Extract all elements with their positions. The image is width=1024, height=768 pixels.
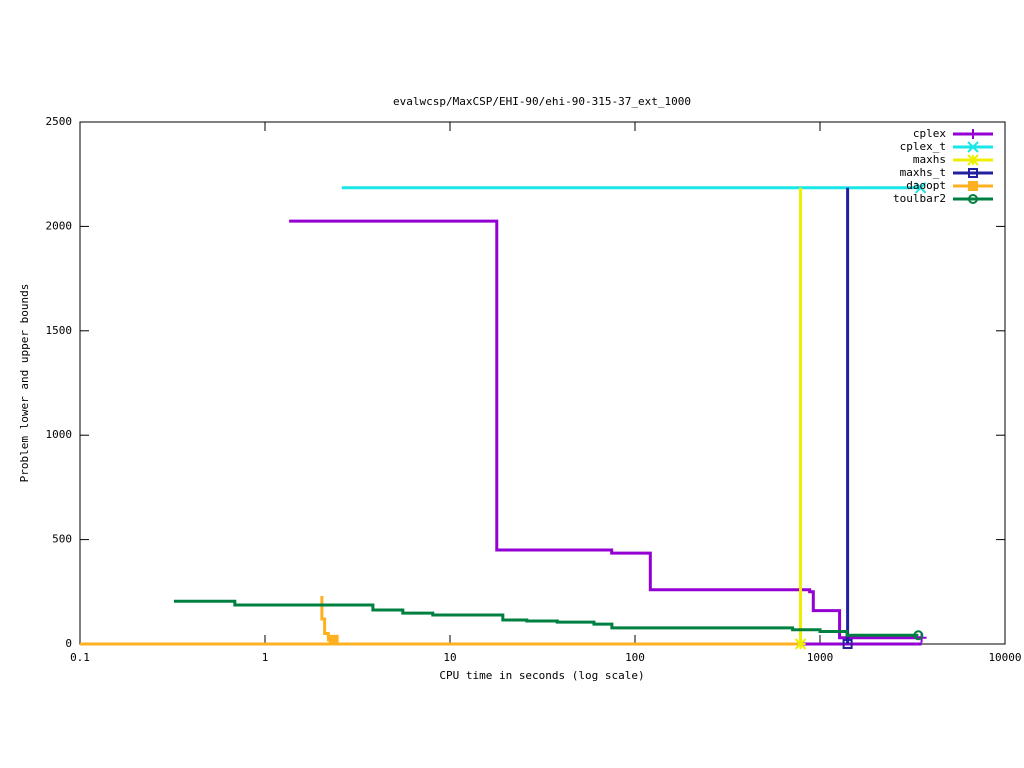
x-tick-label: 0.1 bbox=[70, 651, 90, 664]
series-marker bbox=[794, 638, 807, 650]
series-marker bbox=[842, 639, 853, 649]
y-tick-label: 2500 bbox=[46, 115, 73, 128]
legend-label: daoopt bbox=[906, 179, 946, 192]
legend-marker bbox=[967, 154, 979, 166]
legend-marker bbox=[968, 194, 978, 204]
legend-label: cplex bbox=[913, 127, 946, 140]
chart-title: evalwcsp/MaxCSP/EHI-90/ehi-90-315-37_ext… bbox=[393, 95, 691, 108]
legend-label: cplex_t bbox=[900, 140, 946, 153]
x-axis-label: CPU time in seconds (log scale) bbox=[439, 669, 644, 682]
series-line bbox=[173, 599, 919, 637]
x-tick-label: 100 bbox=[625, 651, 645, 664]
series-marker bbox=[328, 634, 339, 645]
x-tick-label: 10000 bbox=[988, 651, 1021, 664]
x-tick-label: 1 bbox=[262, 651, 269, 664]
x-tick-label: 1000 bbox=[807, 651, 834, 664]
y-tick-label: 1500 bbox=[46, 324, 73, 337]
series-line bbox=[320, 595, 334, 642]
legend-marker bbox=[967, 141, 979, 153]
y-tick-label: 2000 bbox=[46, 219, 73, 232]
y-tick-label: 500 bbox=[52, 533, 72, 546]
legend-label: toulbar2 bbox=[893, 192, 946, 205]
series-marker bbox=[914, 182, 927, 194]
legend-marker bbox=[968, 168, 978, 178]
legend-marker bbox=[968, 181, 978, 191]
legend-label: maxhs bbox=[913, 153, 946, 166]
y-axis-label: Problem lower and upper bounds bbox=[18, 284, 31, 483]
y-tick-label: 0 bbox=[65, 637, 72, 650]
legend-marker bbox=[968, 129, 978, 139]
legend-label: maxhs_t bbox=[900, 166, 946, 179]
series-line bbox=[289, 219, 922, 640]
y-tick-label: 1000 bbox=[46, 428, 73, 441]
series-marker bbox=[913, 630, 924, 641]
x-tick-label: 10 bbox=[443, 651, 456, 664]
